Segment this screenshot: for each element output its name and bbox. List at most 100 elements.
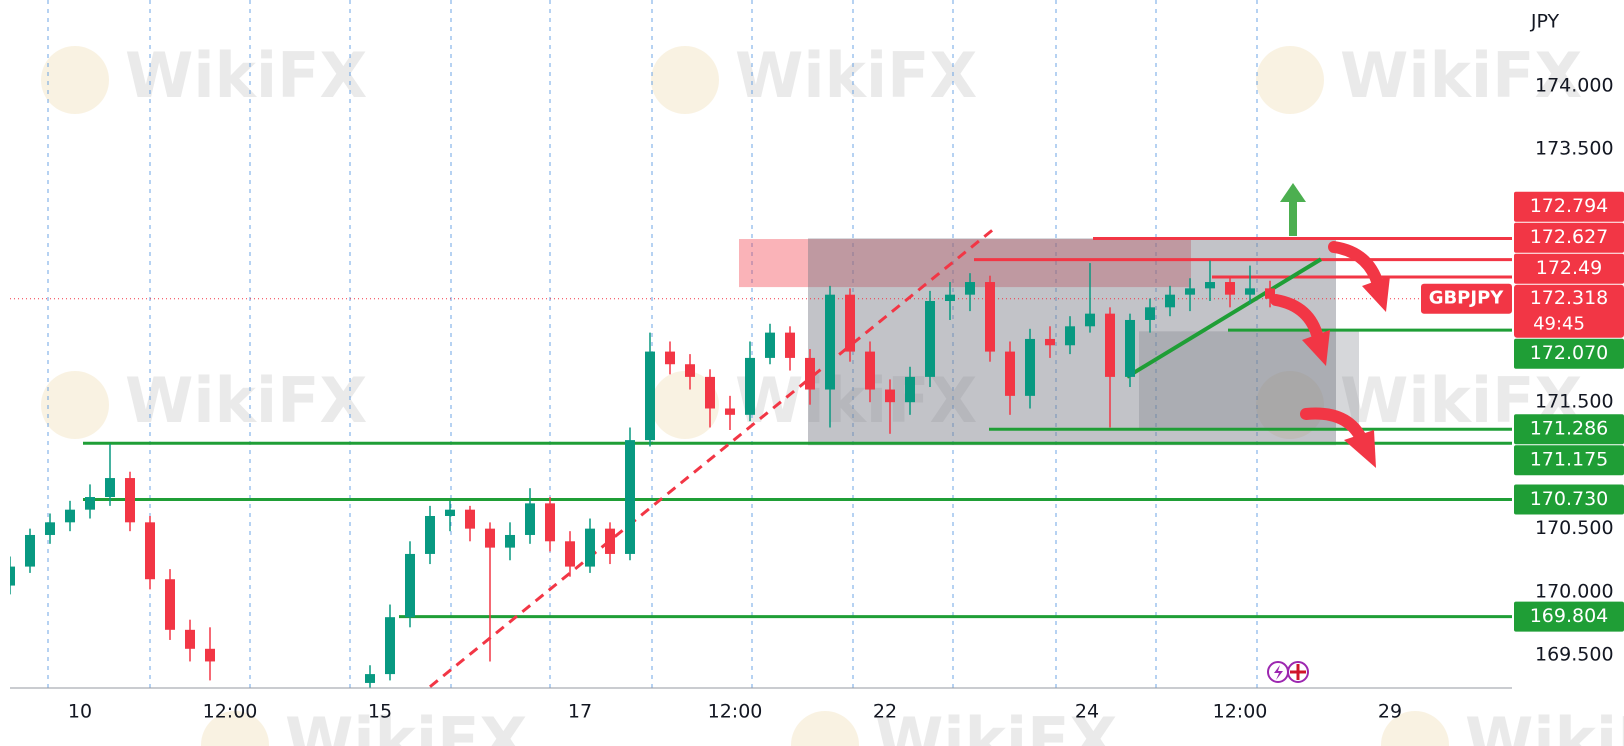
level-label: 171.286: [1530, 418, 1609, 440]
candle-body: [865, 351, 875, 390]
candle-body: [405, 553, 415, 618]
price-axis: 174.000 173.500 171.500 170.500 170.000 169.5…: [1421, 75, 1624, 666]
candle-body: [10, 566, 15, 586]
candle-body: [505, 534, 515, 548]
candle-body: [665, 351, 675, 365]
watermark-logo: [41, 46, 109, 114]
candle-body: [825, 294, 835, 390]
candle-body: [625, 440, 635, 554]
level-label-box: [1514, 414, 1624, 445]
candle-body: [1245, 288, 1255, 295]
candle-body: [585, 528, 595, 567]
level-label: 172.627: [1530, 226, 1609, 248]
x-tick-label: 12:00: [1213, 701, 1268, 723]
candle-body: [565, 541, 575, 567]
watermark-logo: [1381, 711, 1449, 746]
candle-body: [185, 629, 195, 649]
watermark-logo: [1256, 46, 1324, 114]
x-tick-label: 24: [1075, 701, 1099, 723]
level-label: 169.804: [1530, 605, 1609, 627]
level-label-box: [1514, 222, 1624, 253]
trendline: [429, 225, 998, 688]
level-label-box: [1514, 253, 1624, 284]
x-tick-label: 15: [368, 701, 392, 723]
candle-body: [1205, 282, 1215, 289]
x-tick-label: 22: [873, 701, 897, 723]
watermark: WikiFX: [125, 364, 367, 437]
level-label: 172.794: [1530, 195, 1609, 217]
down-arrow-head: [1302, 330, 1330, 366]
current-price-box: [1514, 284, 1624, 338]
candle-body: [965, 282, 975, 295]
watermark: WikiFX: [285, 704, 527, 746]
level-label: 171.175: [1530, 449, 1609, 471]
symbol-label: GBPJPY: [1429, 288, 1505, 309]
flag-icon: [1290, 664, 1306, 680]
candle-body: [145, 522, 155, 580]
watermark-logo: [651, 46, 719, 114]
candle-body: [805, 357, 815, 390]
candle-body: [1125, 319, 1135, 377]
candle-body: [1005, 351, 1015, 396]
level-label-box: [1514, 484, 1624, 515]
x-tick-label: 29: [1378, 701, 1402, 723]
candle-body: [605, 528, 615, 554]
event-icon-bolt: [1274, 665, 1283, 680]
candle-body: [385, 617, 395, 675]
candle-body: [125, 478, 135, 523]
candle-body: [905, 376, 915, 403]
down-arrow-head: [1362, 276, 1390, 312]
candle-body: [425, 516, 435, 554]
candle-body: [705, 376, 715, 409]
candle-body: [1085, 313, 1095, 327]
level-label-box: [1514, 338, 1624, 369]
candle-body: [365, 674, 375, 683]
watermark: WikiFX: [875, 704, 1117, 746]
countdown-label: 49:45: [1533, 314, 1585, 335]
watermark-logo: [1256, 371, 1324, 439]
level-label: 172.49: [1536, 257, 1602, 279]
candle-body: [465, 509, 475, 529]
watermark-logo: [791, 711, 859, 746]
level-label-box: [1514, 445, 1624, 476]
down-arrow: [1328, 241, 1384, 290]
watermark-logo: [651, 371, 719, 439]
candle-body: [1025, 338, 1035, 396]
candle-body: [1105, 313, 1115, 377]
watermark: WikiFX: [1465, 704, 1624, 746]
candle-body: [925, 301, 935, 377]
x-tick-label: 12:00: [708, 701, 763, 723]
candle-body: [945, 294, 955, 301]
y-tick-label: 174.000: [1535, 75, 1614, 97]
candle-body: [1185, 288, 1195, 295]
currency-label: JPY: [1530, 11, 1560, 33]
watermark: WikiFX: [735, 39, 977, 112]
down-arrow: [1300, 407, 1368, 446]
x-tick-label: 17: [568, 701, 592, 723]
candle-body: [765, 332, 775, 358]
event-icons: [1267, 661, 1309, 683]
candle-body: [645, 351, 655, 441]
trendline: [1125, 257, 1323, 379]
watermark-logo: [201, 711, 269, 746]
annotation-arrows: [1270, 183, 1390, 468]
candle-body: [105, 478, 115, 498]
candle-body: [25, 534, 35, 567]
candle-body: [845, 294, 855, 352]
level-label-box: [1514, 601, 1624, 632]
level-label: 172.070: [1530, 342, 1609, 364]
up-arrow-head: [1280, 183, 1306, 202]
candle-body: [1225, 282, 1235, 295]
level-label-box: [1514, 191, 1624, 222]
candle-body: [745, 357, 755, 415]
zone: [739, 239, 1191, 288]
y-tick-label: 170.500: [1535, 517, 1614, 539]
candle-body: [685, 364, 695, 377]
y-tick-label: 170.000: [1535, 580, 1614, 602]
watermark-logo: [41, 371, 109, 439]
symbol-label-box: [1421, 283, 1512, 314]
candle-body: [725, 408, 735, 415]
current-price-label: 172.318: [1530, 287, 1609, 309]
candle-body: [1045, 338, 1055, 346]
